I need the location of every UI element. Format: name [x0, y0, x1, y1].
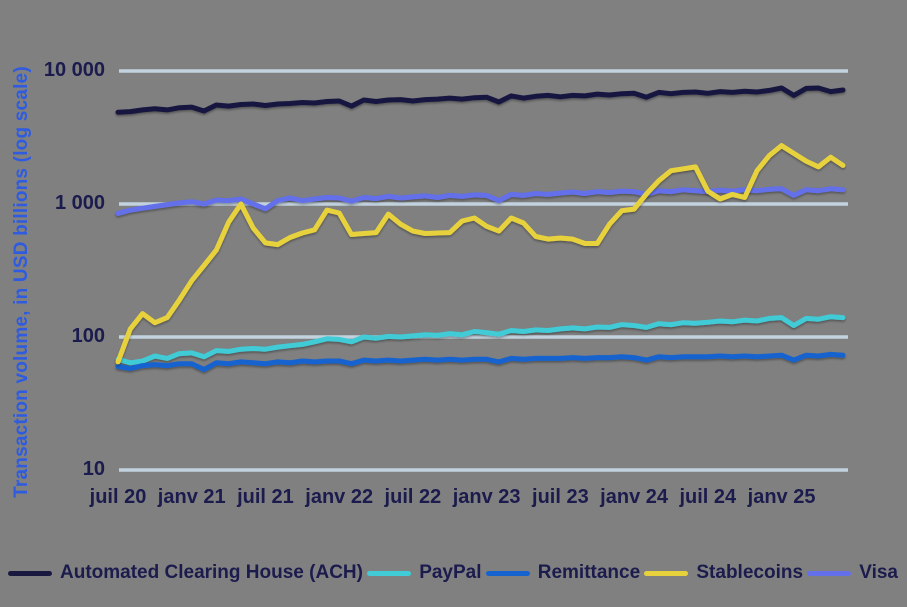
line-chart-plot	[115, 69, 848, 472]
legend-item-stablecoins: Stablecoins	[644, 562, 803, 584]
series-lines	[115, 85, 846, 372]
x-tick-label: juil 22	[384, 486, 442, 508]
series-line-remittance	[115, 351, 846, 372]
x-tick-label: janv 25	[747, 486, 816, 508]
legend-label: PayPal	[419, 562, 482, 583]
x-tick-label: juil 20	[89, 486, 147, 508]
legend-swatch-paypal	[367, 570, 412, 576]
x-tick-label: janv 24	[600, 486, 669, 508]
legend-swatch-visa	[807, 570, 852, 576]
y-tick-label: 10	[82, 458, 105, 481]
legend-swatch-automated-clearing-house-ach	[8, 570, 52, 576]
legend-item-paypal: PayPal	[367, 562, 482, 584]
x-tick-label: juil 21	[237, 486, 294, 508]
y-tick-label: 100	[71, 325, 105, 348]
y-tick-label: 10 000	[43, 59, 105, 82]
x-tick-label: janv 21	[157, 486, 226, 508]
legend-label: Automated Clearing House (ACH)	[60, 562, 363, 583]
grid-lines	[119, 69, 848, 472]
series-line-paypal	[115, 314, 846, 366]
legend-swatch-remittance	[485, 570, 530, 576]
legend-label: Remittance	[537, 562, 641, 583]
legend-label: Visa	[859, 562, 898, 583]
chart-legend: Automated Clearing House (ACH) PayPal Remi…	[0, 560, 907, 586]
y-tick-label: 1 000	[54, 192, 105, 215]
series-line-visa	[115, 186, 846, 216]
x-tick-label: juil 24	[679, 486, 737, 508]
y-axis-title: Transaction volume, in USD billions (log…	[11, 66, 32, 498]
legend-label: Stablecoins	[696, 562, 804, 583]
legend-item-remittance: Remittance	[485, 562, 641, 584]
series-line-automated-clearing-house-ach	[115, 85, 846, 115]
legend-swatch-stablecoins	[644, 570, 689, 576]
series-line-stablecoins	[115, 143, 846, 365]
legend-item-automated-clearing-house-ach: Automated Clearing House (ACH)	[8, 562, 363, 584]
legend-item-visa: Visa	[807, 562, 898, 584]
x-tick-label: janv 22	[305, 486, 374, 508]
x-tick-label: janv 23	[452, 486, 521, 508]
x-tick-label: juil 23	[532, 486, 589, 508]
